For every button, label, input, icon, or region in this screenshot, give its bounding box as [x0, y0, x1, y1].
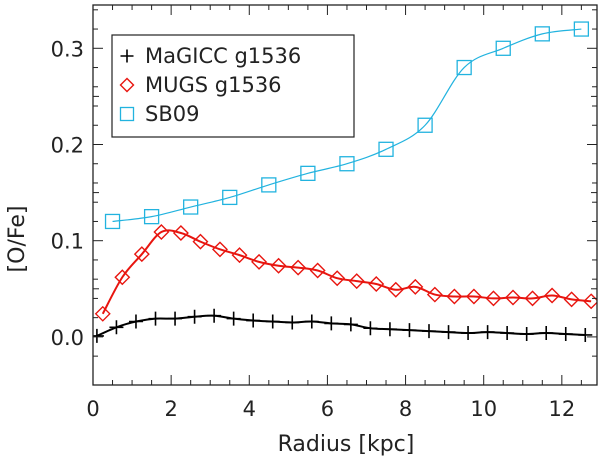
legend: MaGICC g1536 MUGS g1536 SB09 — [111, 34, 355, 138]
x-tick-label-4: 6 — [321, 397, 334, 421]
data-point-mugs-g1536-19 — [446, 288, 463, 305]
data-point-mugs-g1536-18 — [426, 286, 443, 303]
data-point-magicc-g1536-5 — [168, 311, 183, 326]
x-tick-label-6: 10 — [470, 397, 497, 421]
x-axis-title: Radius [kpc] — [278, 432, 415, 457]
data-point-magicc-g1536-9 — [246, 313, 261, 328]
data-point-magicc-g1536-2 — [109, 320, 124, 335]
data-point-mugs-g1536-6 — [192, 233, 209, 250]
data-point-mugs-g1536-22 — [505, 289, 521, 306]
x-tick-label-5: 8 — [399, 397, 412, 421]
data-point-magicc-g1536-26 — [578, 327, 593, 342]
y-tick-label-3: 0.2 — [51, 133, 84, 157]
data-point-mugs-g1536-21 — [485, 290, 502, 307]
y-tick-label-2: 0.1 — [51, 230, 84, 254]
data-point-mugs-g1536-15 — [368, 275, 385, 292]
legend-label-mugs-g1536: MUGS g1536 — [145, 73, 282, 97]
data-point-magicc-g1536-1 — [93, 328, 104, 343]
data-point-mugs-g1536-24 — [544, 287, 561, 304]
data-point-mugs-g1536-5 — [172, 225, 189, 241]
data-point-mugs-g1536-20 — [465, 288, 482, 305]
data-point-mugs-g1536-13 — [329, 270, 346, 287]
data-point-sb09-12 — [534, 26, 550, 42]
legend-symbol-sb09 — [119, 106, 135, 122]
x-tick-label-2: 2 — [164, 397, 177, 421]
data-point-magicc-g1536-10 — [265, 314, 280, 329]
data-point-magicc-g1536-8 — [226, 311, 241, 326]
data-point-sb09-2 — [143, 208, 160, 225]
data-point-mugs-g1536-8 — [231, 247, 248, 264]
data-point-sb09-8 — [378, 141, 394, 157]
data-point-mugs-g1536-2 — [114, 269, 131, 286]
x-tick-label-3: 4 — [243, 397, 256, 421]
legend-box — [111, 34, 355, 138]
data-point-magicc-g1536-6 — [187, 309, 202, 324]
plot-layer — [93, 21, 597, 343]
data-point-mugs-g1536-12 — [309, 262, 326, 279]
data-point-sb09-6 — [300, 165, 316, 182]
data-point-magicc-g1536-14 — [343, 317, 358, 332]
data-point-magicc-g1536-13 — [324, 316, 339, 331]
legend-items: MaGICC g1536 MUGS g1536 SB09 — [119, 44, 301, 126]
data-point-sb09-1 — [104, 213, 121, 230]
plot-frame — [92, 4, 598, 386]
data-point-mugs-g1536-4 — [153, 224, 170, 241]
data-point-mugs-g1536-9 — [251, 253, 268, 270]
data-point-magicc-g1536-12 — [304, 314, 319, 329]
x-tick-label-1: 0 — [86, 397, 99, 421]
data-point-magicc-g1536-15 — [363, 321, 378, 336]
data-point-mugs-g1536-7 — [211, 241, 228, 258]
series-line-mugs-g1536 — [101, 229, 592, 315]
data-point-sb09-13 — [573, 21, 590, 37]
y-axis-title: [O/Fe] — [5, 206, 30, 273]
data-point-mugs-g1536-3 — [133, 246, 150, 263]
legend-symbol-mugs-g1536 — [119, 77, 135, 93]
data-point-magicc-g1536-17 — [402, 323, 417, 338]
data-point-mugs-g1536-26 — [583, 293, 597, 310]
data-point-magicc-g1536-20 — [461, 326, 476, 341]
data-point-mugs-g1536-14 — [348, 273, 365, 290]
data-point-mugs-g1536-25 — [563, 291, 580, 308]
data-point-magicc-g1536-7 — [207, 308, 222, 323]
data-point-magicc-g1536-24 — [539, 326, 554, 341]
data-point-sb09-4 — [222, 189, 238, 206]
data-point-magicc-g1536-16 — [382, 322, 397, 337]
axis-layer: 0 2 4 6 8 10 12 0.0 0.1 0.2 0.3 — [51, 4, 598, 421]
data-point-magicc-g1536-3 — [128, 314, 143, 329]
y-tick-label-1: 0.0 — [51, 326, 84, 350]
series-line-sb09 — [112, 28, 582, 223]
data-point-magicc-g1536-25 — [558, 327, 573, 342]
x-tick-label-7: 12 — [548, 397, 575, 421]
legend-symbol-magicc-g1536 — [120, 49, 134, 63]
series-group — [93, 21, 597, 343]
data-point-mugs-g1536-23 — [524, 290, 541, 307]
data-point-magicc-g1536-23 — [519, 327, 534, 342]
data-point-magicc-g1536-11 — [285, 315, 300, 330]
data-point-magicc-g1536-22 — [500, 326, 515, 341]
data-point-magicc-g1536-21 — [480, 325, 495, 340]
data-point-magicc-g1536-18 — [422, 324, 436, 339]
legend-label-sb09: SB09 — [145, 102, 199, 126]
data-point-mugs-g1536-11 — [290, 259, 307, 276]
data-point-sb09-9 — [417, 117, 433, 133]
data-point-mugs-g1536-10 — [270, 257, 287, 274]
y-tick-label-4: 0.3 — [51, 37, 84, 61]
data-point-sb09-3 — [183, 199, 199, 215]
data-point-magicc-g1536-19 — [441, 325, 456, 340]
data-point-sb09-11 — [495, 40, 511, 56]
data-point-mugs-g1536-1 — [94, 305, 111, 322]
data-point-sb09-5 — [261, 177, 277, 193]
data-point-magicc-g1536-4 — [148, 311, 163, 326]
data-point-mugs-g1536-17 — [407, 278, 424, 295]
data-point-sb09-7 — [339, 156, 355, 172]
data-point-sb09-10 — [456, 59, 472, 76]
data-point-mugs-g1536-16 — [387, 281, 404, 298]
legend-label-magicc-g1536: MaGICC g1536 — [145, 44, 301, 68]
